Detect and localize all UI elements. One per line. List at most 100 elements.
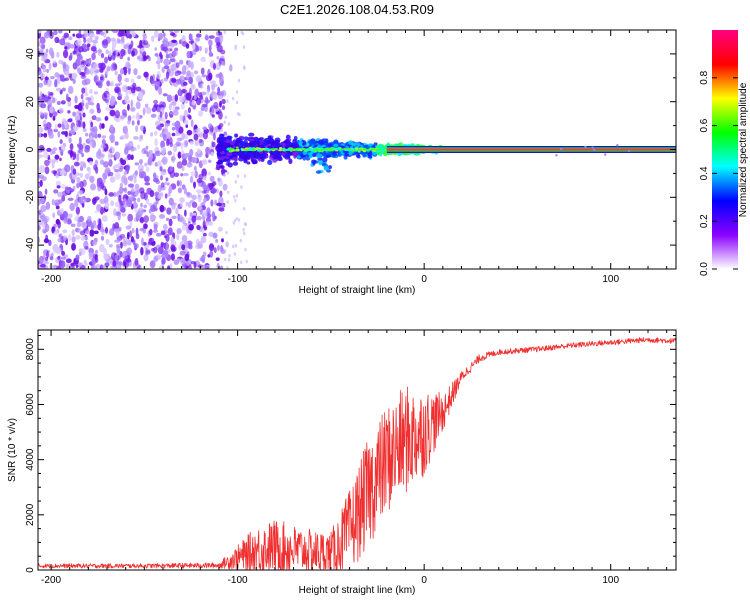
spectrogram-noise-point — [208, 50, 213, 57]
spectrogram-noise-point — [130, 146, 135, 152]
spectrogram-noise-point — [178, 244, 182, 251]
spectrogram-noise-point — [76, 120, 81, 128]
spectrogram-noise-point — [126, 30, 130, 37]
spectrogram-noise-point — [165, 177, 169, 182]
spectrogram-core-point — [264, 147, 268, 150]
spectrogram-noise-point — [45, 48, 49, 53]
spectrogram-noise-point — [44, 76, 49, 81]
spectrogram-noise-point — [90, 46, 97, 52]
spectrogram-core-point — [226, 148, 231, 151]
spectrogram-noise-point — [124, 146, 129, 155]
spectrogram-noise-point — [592, 148, 596, 152]
spectrogram-noise-point — [109, 124, 114, 132]
spectrogram-noise-point — [85, 69, 91, 75]
spectrogram-noise-point — [56, 51, 60, 58]
spectrogram-noise-point — [193, 95, 197, 101]
snr-xtick-label: 0 — [421, 575, 427, 586]
spectrogram-noise-point — [97, 133, 102, 138]
spectrogram-noise-point — [40, 44, 46, 50]
spectrogram-noise-point — [59, 260, 66, 269]
spectrogram-noise-point — [150, 204, 156, 212]
spectrogram-noise-point — [201, 159, 208, 165]
spectrogram-noise-point — [143, 254, 149, 262]
spectrogram-core-point — [347, 147, 351, 151]
spectrogram-noise-point — [175, 207, 179, 215]
spectrogram-noise-point — [95, 263, 101, 269]
spectrogram-noise-point — [240, 260, 243, 265]
spectrogram-noise-point — [66, 124, 70, 128]
spectrogram-noise-point — [150, 132, 153, 137]
spectrogram-noise-point — [228, 253, 231, 258]
spectrogram-noise-point — [222, 173, 226, 177]
spectrogram-noise-point — [120, 206, 126, 213]
spectrogram-noise-point — [101, 135, 106, 139]
spectrogram-noise-point — [155, 232, 162, 237]
spectrogram-noise-point — [65, 258, 72, 264]
spectrogram-ytick-label: -20 — [25, 190, 36, 205]
spectrogram-band-point — [367, 151, 373, 157]
spectrogram-noise-point — [219, 265, 224, 269]
snr-ytick-label: 2000 — [25, 503, 36, 526]
spectrogram-noise-point — [200, 235, 207, 244]
spectrogram-noise-point — [83, 259, 87, 266]
snr-ytick-label: 4000 — [25, 448, 36, 471]
spectrogram-noise-point — [127, 119, 131, 125]
spectrogram-noise-point — [216, 202, 223, 207]
spectrogram-core-point — [354, 147, 359, 150]
spectrogram-noise-point — [123, 44, 129, 50]
spectrogram-noise-point — [74, 95, 78, 104]
spectrogram-noise-point — [108, 228, 115, 236]
spectrogram-noise-point — [165, 119, 171, 124]
spectrogram-noise-point — [237, 78, 241, 83]
spectrogram-noise-point — [211, 141, 216, 148]
spectrogram-noise-point — [89, 102, 95, 106]
spectrogram-noise-point — [173, 109, 179, 116]
spectrogram-noise-point — [44, 256, 49, 262]
spectrogram-noise-point — [191, 221, 197, 226]
spectrogram-noise-point — [162, 223, 168, 231]
snr-xlabel: Height of straight line (km) — [299, 585, 416, 596]
spectrogram-noise-point — [104, 116, 109, 121]
spectrogram-noise-point — [153, 255, 159, 263]
spectrogram-noise-point — [38, 48, 43, 52]
spectrogram-noise-point — [179, 216, 183, 223]
spectrogram-noise-point — [83, 37, 87, 44]
spectrogram-band-point — [241, 142, 247, 146]
spectrogram-noise-point — [110, 64, 115, 72]
spectrogram-band-point — [267, 159, 273, 166]
spectrogram-noise-point — [124, 131, 129, 140]
spectrogram-ytick-label: 40 — [25, 48, 36, 60]
spectrogram-noise-point — [101, 229, 105, 236]
spectrogram-noise-point — [218, 100, 222, 108]
spectrogram-noise-point — [194, 45, 199, 50]
spectrogram-core-point — [319, 148, 325, 151]
spectrogram-noise-point — [62, 235, 68, 242]
spectrogram-noise-point — [216, 44, 223, 53]
spectrogram-noise-point — [164, 122, 168, 131]
spectrogram-core-point — [328, 147, 333, 151]
spectrogram-band-point — [277, 156, 283, 162]
spectrogram-noise-point — [160, 175, 163, 181]
spectrogram-noise-point — [129, 220, 133, 228]
spectrogram-noise-point — [217, 125, 222, 130]
spectrogram-noise-point — [78, 215, 85, 223]
spectrogram-noise-point — [103, 161, 109, 168]
spectrogram-noise-point — [167, 265, 171, 269]
spectrogram-noise-point — [140, 191, 146, 200]
spectrogram-noise-point — [88, 247, 94, 255]
spectrogram-core-point — [295, 147, 300, 151]
spectrogram-noise-point — [186, 162, 193, 168]
spectrogram-noise-point — [604, 153, 607, 156]
spectrogram-noise-point — [45, 223, 50, 232]
spectrogram-noise-point — [198, 138, 203, 143]
spectrogram-noise-point — [183, 109, 189, 118]
spectrogram-noise-point — [240, 185, 243, 189]
spectrogram-noise-point — [124, 99, 131, 104]
spectrogram-noise-point — [51, 163, 55, 169]
spectrogram-noise-point — [142, 107, 146, 116]
spectrogram-noise-point — [555, 154, 558, 157]
spectrogram-noise-point — [170, 236, 174, 243]
spectrogram-noise-point — [76, 176, 81, 183]
spectrogram-noise-point — [38, 165, 46, 174]
spectrogram-noise-point — [235, 100, 239, 105]
